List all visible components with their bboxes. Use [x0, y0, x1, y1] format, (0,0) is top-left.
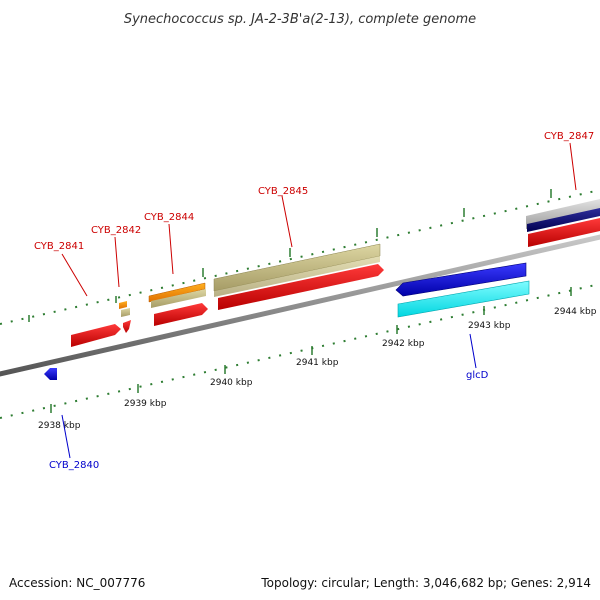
gene-label-cyb2842[interactable]: CYB_2842: [91, 225, 141, 236]
tick-label-2941: 2941 kbp: [296, 358, 339, 368]
gene-cyb2841-arrow[interactable]: [71, 324, 121, 347]
upper-major-ticks: [28, 189, 552, 322]
feature-cyb2842-small-khaki: [121, 308, 130, 317]
tick-label-2944: 2944 kbp: [554, 307, 597, 317]
tick-label-2939: 2939 kbp: [124, 399, 167, 409]
gene-label-cyb2844[interactable]: CYB_2844: [144, 212, 194, 223]
genome-backbone: [0, 234, 600, 377]
label-leaders-forward: [61, 142, 577, 297]
feature-glcd-region: [397, 280, 530, 318]
gene-cyb2847-arrow[interactable]: [528, 218, 600, 247]
tick-labels: 2938 kbp 2939 kbp 2940 kbp 2941 kbp 2942…: [38, 307, 597, 431]
gene-label-glcd[interactable]: glcD: [466, 370, 489, 381]
gene-cyb2842-arrow[interactable]: [123, 320, 131, 333]
tick-label-2943: 2943 kbp: [468, 321, 511, 331]
gene-label-cyb2847[interactable]: CYB_2847: [544, 131, 594, 142]
feature-cyb2845-khaki-lower: [214, 256, 380, 297]
feature-cyb2847-navy: [527, 208, 600, 232]
gene-cyb2844-arrow[interactable]: [154, 303, 208, 326]
feature-cyb2844-khaki: [151, 289, 206, 308]
genome-summary-text: Topology: circular; Length: 3,046,682 bp…: [260, 576, 591, 590]
gene-label-cyb2840[interactable]: CYB_2840: [49, 460, 99, 471]
map-title: Synechococcus sp. JA-2-3B'a(2-13), compl…: [124, 12, 476, 27]
tick-label-2938: 2938 kbp: [38, 421, 81, 431]
gene-glcd-arrow[interactable]: [395, 262, 527, 297]
label-leaders-reverse: [61, 333, 477, 459]
gene-cyb2840-arrow[interactable]: [44, 368, 57, 380]
tick-label-2942: 2942 kbp: [382, 339, 425, 349]
tick-label-2940: 2940 kbp: [210, 378, 253, 388]
gene-cyb2845-arrow[interactable]: [218, 264, 384, 310]
feature-cyb2844-orange: [148, 282, 206, 303]
feature-cyb2842-small-orange: [119, 301, 127, 309]
lower-major-ticks: [50, 287, 572, 413]
gene-label-cyb2841[interactable]: CYB_2841: [34, 241, 84, 252]
accession-text: Accession: NC_007776: [9, 576, 145, 590]
gene-label-cyb2845[interactable]: CYB_2845: [258, 186, 308, 197]
